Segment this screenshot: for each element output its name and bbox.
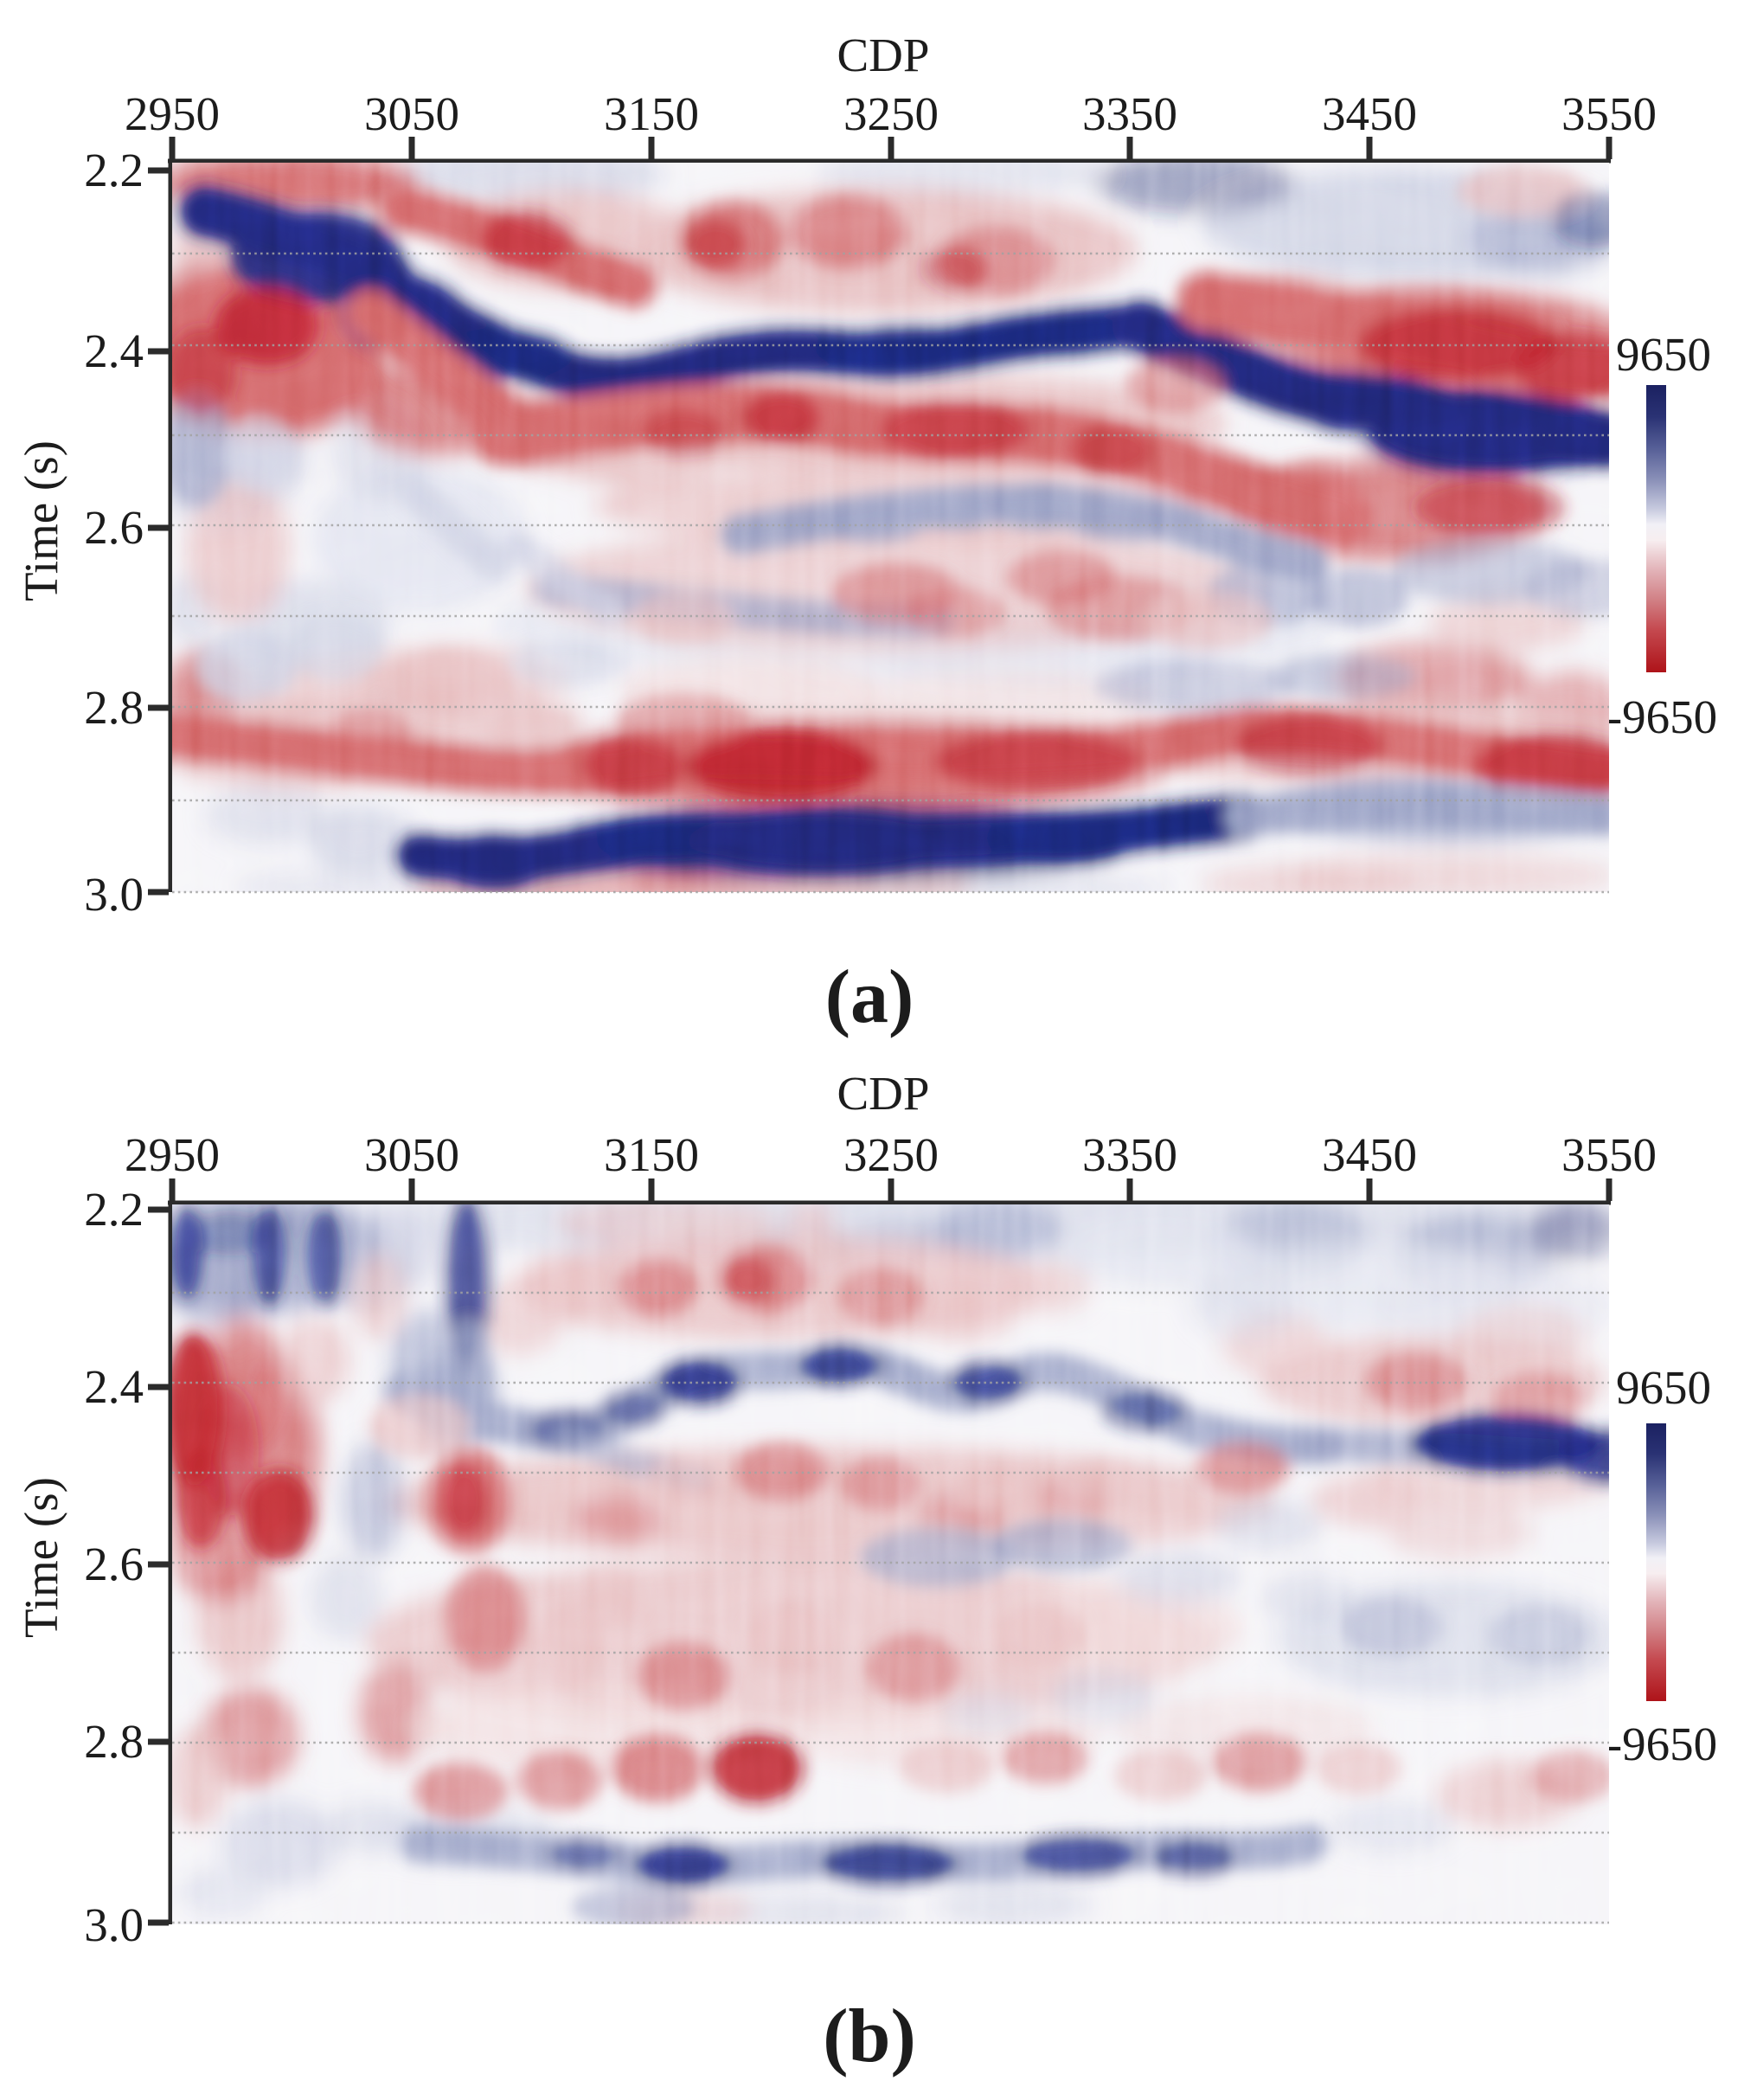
svg-text:9650: 9650 xyxy=(1616,1361,1711,1414)
svg-text:-9650: -9650 xyxy=(1606,1718,1717,1770)
svg-text:2950: 2950 xyxy=(125,87,220,140)
svg-text:3050: 3050 xyxy=(364,1128,459,1181)
svg-text:2.4: 2.4 xyxy=(84,1360,144,1413)
svg-text:2.6: 2.6 xyxy=(84,1538,144,1590)
svg-text:3350: 3350 xyxy=(1082,1128,1177,1181)
svg-text:3250: 3250 xyxy=(843,1128,939,1181)
svg-text:2.8: 2.8 xyxy=(84,1715,144,1768)
svg-text:CDP: CDP xyxy=(837,1067,930,1120)
svg-text:CDP: CDP xyxy=(837,29,930,81)
svg-text:2.6: 2.6 xyxy=(84,501,144,554)
svg-text:3.0: 3.0 xyxy=(84,868,144,921)
svg-text:2.2: 2.2 xyxy=(84,144,144,196)
svg-text:(a): (a) xyxy=(825,955,914,1039)
svg-text:3350: 3350 xyxy=(1082,87,1177,140)
svg-text:2.8: 2.8 xyxy=(84,681,144,734)
svg-text:3250: 3250 xyxy=(843,87,939,140)
svg-text:3450: 3450 xyxy=(1322,87,1417,140)
svg-text:9650: 9650 xyxy=(1616,328,1711,381)
svg-text:2.4: 2.4 xyxy=(84,324,144,377)
svg-text:-9650: -9650 xyxy=(1606,690,1717,743)
svg-text:(b): (b) xyxy=(823,1994,916,2078)
svg-text:3550: 3550 xyxy=(1561,87,1657,140)
svg-text:3150: 3150 xyxy=(604,1128,699,1181)
svg-text:3550: 3550 xyxy=(1561,1128,1657,1181)
svg-text:3050: 3050 xyxy=(364,87,459,140)
svg-text:3450: 3450 xyxy=(1322,1128,1417,1181)
svg-text:3150: 3150 xyxy=(604,87,699,140)
svg-text:3.0: 3.0 xyxy=(84,1898,144,1951)
svg-text:Time (s): Time (s) xyxy=(15,1477,67,1638)
svg-text:2950: 2950 xyxy=(125,1128,220,1181)
svg-text:Time (s): Time (s) xyxy=(15,440,67,601)
svg-text:2.2: 2.2 xyxy=(84,1183,144,1236)
